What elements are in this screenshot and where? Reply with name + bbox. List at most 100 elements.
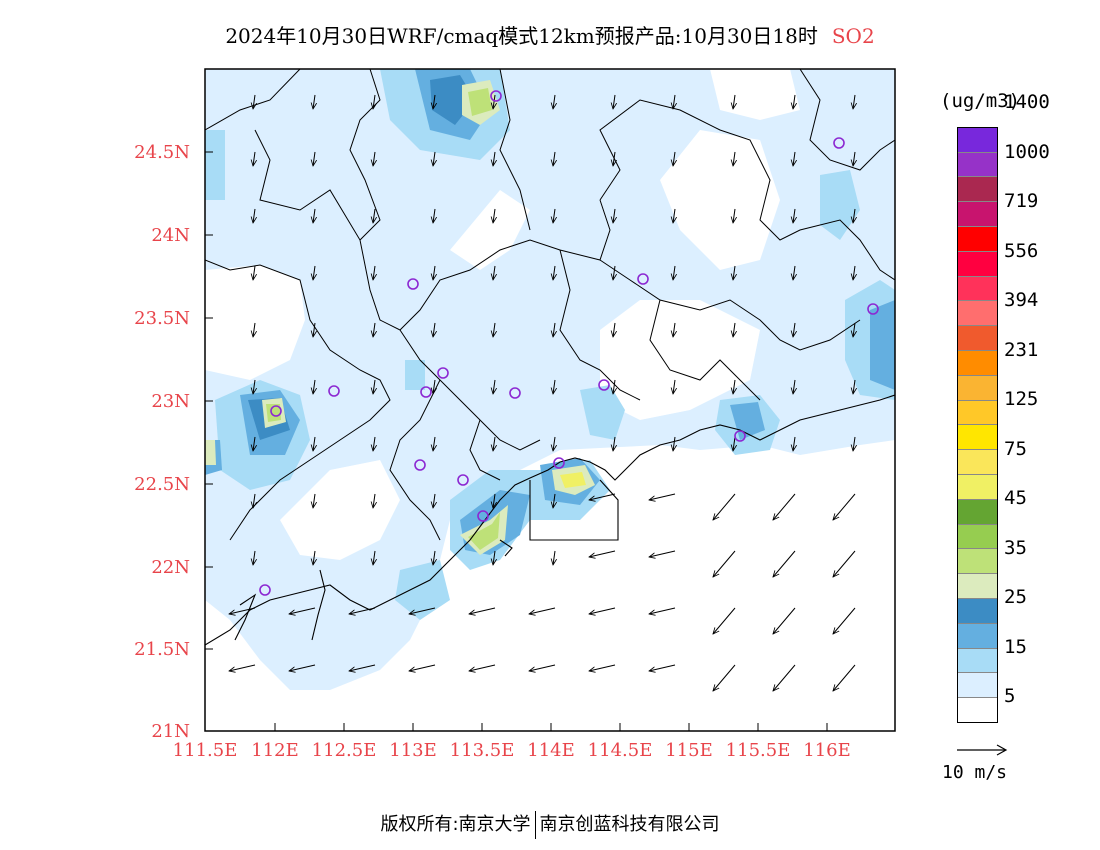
wind-arrow <box>493 493 495 508</box>
wind-arrow <box>553 436 555 451</box>
wind-arrow <box>433 151 435 166</box>
wind-arrow <box>793 379 795 394</box>
wind-arrow <box>253 379 255 394</box>
map-title: 2024年10月30日WRF/cmaq模式12km预报产品:10月30日18时 S… <box>0 20 1100 49</box>
lat-label-24-5n: 24.5N <box>134 142 190 163</box>
wind-arrow <box>253 94 255 109</box>
wind-arrow <box>253 322 255 337</box>
colorbar-segment <box>958 301 997 327</box>
station-marker <box>437 367 449 379</box>
wind-arrow <box>673 94 675 109</box>
wind-arrow <box>253 265 255 280</box>
wind-arrow <box>673 436 675 451</box>
lon-label-116e: 116E <box>803 740 851 761</box>
wind-arrow <box>433 550 435 565</box>
wind-arrow <box>853 265 855 280</box>
colorbar-label: 125 <box>1004 388 1039 411</box>
wind-arrow <box>253 550 255 565</box>
wind-arrow <box>289 607 316 614</box>
wind-arrow <box>853 379 855 394</box>
wind-arrow <box>313 322 315 337</box>
colorbar-segment <box>958 326 997 352</box>
wind-arrow <box>613 265 615 280</box>
wind-arrow <box>433 436 435 451</box>
wind-arrow <box>373 550 375 565</box>
wind-arrow <box>833 493 856 520</box>
wind-arrow <box>349 664 376 671</box>
lon-label-115e: 115E <box>665 740 713 761</box>
colorbar-segment <box>958 549 997 575</box>
colorbar-segment <box>958 177 997 203</box>
wind-arrow <box>313 151 315 166</box>
station-marker <box>867 303 879 315</box>
wind-arrow <box>469 607 496 614</box>
wind-arrow <box>553 151 555 166</box>
lon-label-114e: 114E <box>527 740 575 761</box>
wind-arrow <box>373 208 375 223</box>
wind-arrow <box>589 664 616 671</box>
copyright-right: 南京创蓝科技有限公司 <box>539 814 720 835</box>
wind-arrow <box>313 436 315 451</box>
station-marker <box>414 459 426 471</box>
lat-label-23n: 23N <box>151 391 190 412</box>
colorbar-segment <box>958 152 997 178</box>
station-marker <box>734 430 746 442</box>
wind-arrow <box>793 265 795 280</box>
colorbar-segment <box>958 202 997 228</box>
wind-arrow <box>529 664 556 671</box>
wind-arrow <box>253 208 255 223</box>
lon-label-111-5e: 111.5E <box>172 740 238 761</box>
wind-arrow <box>493 436 495 451</box>
colorbar-segment <box>958 599 997 624</box>
wind-arrow <box>793 151 795 166</box>
reference-vector-arrow <box>957 744 1008 756</box>
wind-arrow <box>553 550 555 565</box>
wind-arrow <box>853 322 855 337</box>
wind-arrow <box>373 151 375 166</box>
wind-arrow <box>373 322 375 337</box>
wind-arrow <box>553 322 555 337</box>
colorbar-segment <box>958 499 997 525</box>
wind-arrow <box>493 208 495 223</box>
wind-arrow <box>553 208 555 223</box>
wind-arrow <box>613 379 615 394</box>
station-marker <box>490 90 502 102</box>
colorbar-label: 1000 <box>1004 140 1050 163</box>
wind-arrow <box>649 607 676 614</box>
wind-arrow <box>433 208 435 223</box>
copyright-left: 版权所有:南京大学 <box>380 814 531 835</box>
wind-arrow <box>733 436 735 451</box>
colorbar <box>957 127 998 723</box>
wind-arrow <box>713 493 736 520</box>
colorbar-label: 25 <box>1004 586 1027 609</box>
wind-arrow <box>433 379 435 394</box>
colorbar-segment <box>958 425 997 451</box>
legend-unit: (ug/m3) <box>940 90 1021 112</box>
wind-arrow <box>493 151 495 166</box>
wind-arrow <box>373 265 375 280</box>
colorbar-segment <box>958 673 997 699</box>
lat-label-23-5n: 23.5N <box>134 308 190 329</box>
wind-arrow <box>793 94 795 109</box>
wind-arrow <box>793 208 795 223</box>
wind-arrow <box>673 322 675 337</box>
wind-arrow <box>613 436 615 451</box>
wind-arrow <box>553 493 555 508</box>
lat-label-22n: 22N <box>151 557 190 578</box>
wind-arrow <box>229 664 256 671</box>
wind-arrow <box>649 664 676 671</box>
wind-arrow <box>853 151 855 166</box>
colorbar-label: 231 <box>1004 338 1039 361</box>
colorbar-label: 719 <box>1004 190 1039 213</box>
wind-arrow <box>733 265 735 280</box>
colorbar-label: 1400 <box>1004 91 1050 114</box>
wind-arrow <box>493 322 495 337</box>
lon-label-112-5e: 112.5E <box>311 740 377 761</box>
wind-arrow <box>253 493 255 508</box>
title-text: 2024年10月30日WRF/cmaq模式12km预报产品:10月30日18时 <box>225 24 818 48</box>
wind-arrow <box>613 322 615 337</box>
wind-arrow <box>433 94 435 109</box>
wind-arrow <box>409 607 436 614</box>
wind-arrow <box>713 550 736 577</box>
wind-arrow <box>493 94 495 109</box>
